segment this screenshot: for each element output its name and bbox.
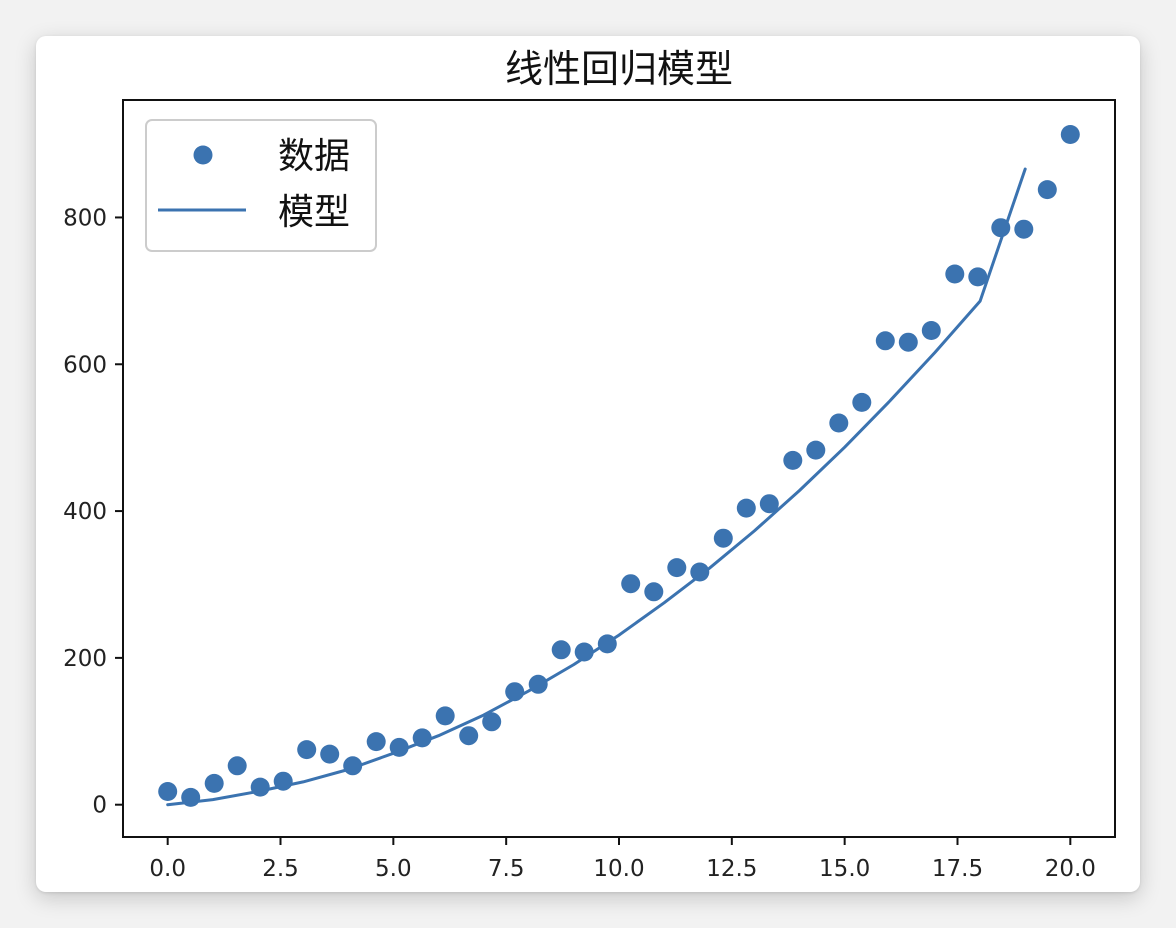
data-point	[1037, 180, 1057, 200]
data-point	[181, 787, 201, 807]
data-point	[227, 756, 247, 776]
y-tick-label: 0	[92, 793, 107, 819]
legend-marker-data	[193, 145, 213, 165]
data-point	[736, 498, 756, 518]
figure-window: 线性回归模型 0.0 2.5 5.0 7.5 10.0 12.5 15.0 17.5 20.0 0…	[36, 36, 1140, 892]
data-point	[320, 744, 340, 764]
data-point	[597, 634, 617, 654]
x-tick-label: 2.5	[262, 856, 299, 882]
data-point	[991, 218, 1011, 238]
data-point	[759, 494, 779, 514]
data-point	[412, 728, 432, 748]
x-tick-label: 15.0	[819, 856, 870, 882]
data-point	[945, 264, 965, 284]
legend-label-data: 数据	[278, 136, 350, 177]
plot-area	[158, 125, 1080, 807]
data-point	[713, 528, 733, 548]
data-point	[644, 582, 664, 602]
y-tick-label: 200	[63, 646, 107, 672]
data-point	[852, 392, 872, 412]
chart-title: 线性回归模型	[505, 47, 733, 91]
x-tick-label: 5.0	[375, 856, 412, 882]
y-tick-label: 600	[63, 352, 107, 378]
data-point	[921, 321, 941, 340]
data-point	[482, 712, 502, 732]
data-point	[435, 706, 455, 726]
x-tick-label: 17.5	[932, 856, 983, 882]
data-point	[1014, 219, 1034, 239]
legend-label-model: 模型	[278, 192, 350, 233]
data-point	[528, 674, 548, 694]
y-tick-label: 400	[63, 499, 107, 525]
data-point	[806, 440, 826, 460]
data-point	[968, 267, 988, 287]
x-tick-label: 10.0	[593, 856, 644, 882]
data-point	[829, 413, 849, 433]
x-tick-label: 20.0	[1045, 856, 1096, 882]
data-point	[505, 682, 525, 702]
data-point	[343, 756, 363, 776]
data-point	[366, 732, 386, 752]
data-point	[783, 450, 803, 470]
data-point	[898, 332, 918, 352]
data-point	[250, 777, 270, 797]
data-point	[551, 640, 571, 660]
model-line	[166, 167, 1027, 807]
data-point	[621, 574, 641, 594]
data-point	[1060, 125, 1080, 144]
axes: 0.0 2.5 5.0 7.5 10.0 12.5 15.0 17.5 20.0 0 200 400 6…	[63, 99, 1116, 882]
data-point	[158, 782, 178, 801]
chart: 线性回归模型 0.0 2.5 5.0 7.5 10.0 12.5 15.0 17.5 20.00…	[63, 47, 1116, 882]
data-point	[204, 773, 224, 793]
data-point	[690, 562, 710, 582]
x-tick-label: 0.0	[149, 856, 186, 882]
y-tick-label: 800	[63, 205, 107, 231]
data-point	[297, 740, 317, 760]
data-point	[667, 558, 687, 578]
data-point	[273, 771, 293, 791]
x-tick-label: 12.5	[706, 856, 757, 882]
data-point	[389, 737, 409, 757]
data-point	[574, 642, 594, 662]
data-point	[875, 331, 895, 351]
x-tick-label: 7.5	[488, 856, 525, 882]
data-point	[459, 726, 479, 746]
